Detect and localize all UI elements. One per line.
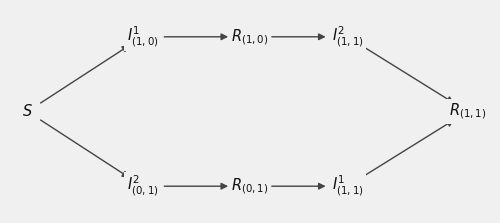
Text: $I^{2}_{(0,1)}$: $I^{2}_{(0,1)}$	[126, 174, 158, 198]
Text: $R_{(1,0)}$: $R_{(1,0)}$	[231, 27, 269, 47]
Text: $R_{(0,1)}$: $R_{(0,1)}$	[231, 176, 269, 196]
Text: $I^{1}_{(1,1)}$: $I^{1}_{(1,1)}$	[332, 174, 364, 198]
Text: $I^{2}_{(1,1)}$: $I^{2}_{(1,1)}$	[332, 25, 364, 49]
Text: $I^{1}_{(1,0)}$: $I^{1}_{(1,0)}$	[126, 25, 158, 49]
Text: $R_{(1,1)}$: $R_{(1,1)}$	[448, 102, 486, 121]
Text: $S$: $S$	[22, 103, 33, 120]
